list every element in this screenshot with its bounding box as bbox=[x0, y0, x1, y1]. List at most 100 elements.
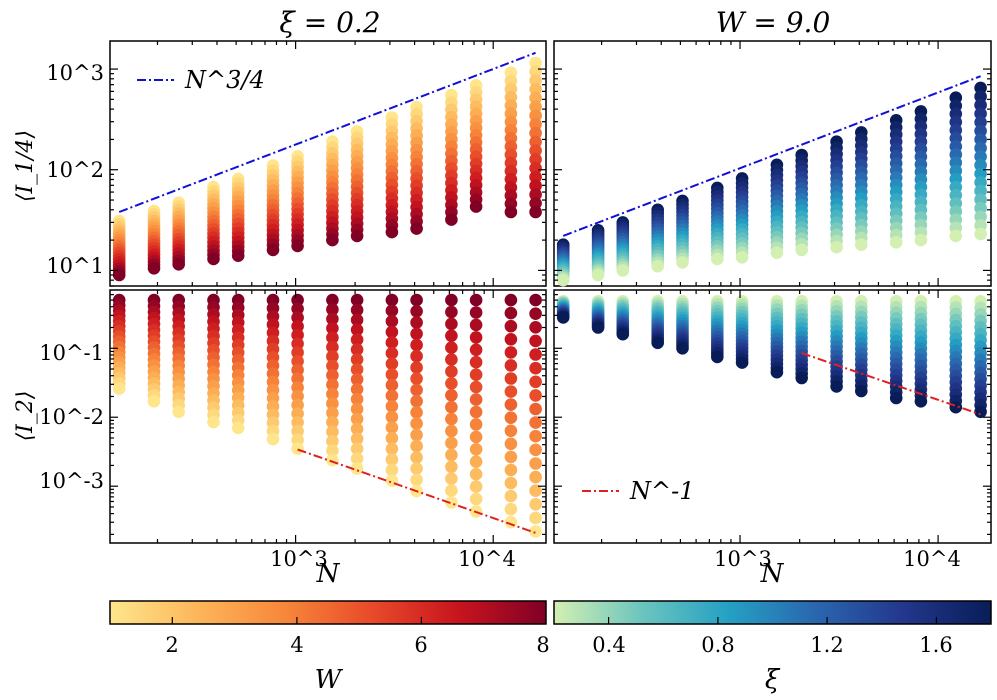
colorbar-w: 2 4 6 8 W bbox=[109, 600, 550, 695]
data-point bbox=[591, 268, 605, 282]
data-point bbox=[291, 416, 304, 429]
data-point bbox=[529, 457, 542, 470]
data-point bbox=[504, 476, 518, 490]
data-point bbox=[445, 448, 458, 462]
data-point bbox=[445, 436, 458, 450]
x-axis-label-left: N bbox=[316, 559, 341, 589]
data-point bbox=[616, 327, 630, 341]
data-point bbox=[207, 415, 220, 429]
data-point bbox=[529, 334, 542, 348]
data-point bbox=[556, 311, 570, 324]
panel-title-right: W = 9.0 bbox=[716, 6, 831, 39]
colorbar-w-tick-4: 4 bbox=[290, 633, 303, 657]
data-point bbox=[410, 372, 423, 386]
data-point bbox=[469, 393, 483, 406]
data-point bbox=[291, 337, 304, 351]
colorbar-w-tick-2: 2 bbox=[165, 633, 178, 657]
data-point bbox=[795, 371, 808, 385]
data-point bbox=[469, 380, 483, 394]
data-point bbox=[830, 240, 843, 254]
data-point bbox=[469, 306, 483, 319]
data-point bbox=[326, 369, 339, 382]
data-point bbox=[889, 236, 903, 249]
colorbar-xi-tick-0.4: 0.4 bbox=[592, 633, 625, 657]
data-point bbox=[529, 179, 542, 192]
data-point bbox=[410, 439, 423, 453]
data-point bbox=[529, 170, 542, 184]
data-point bbox=[291, 355, 304, 368]
y-tick-label-bottom-1: 10^-3 bbox=[39, 469, 104, 493]
data-point bbox=[350, 412, 364, 426]
data-point bbox=[445, 341, 458, 355]
data-point bbox=[326, 434, 339, 448]
data-point bbox=[410, 462, 423, 475]
data-point bbox=[291, 302, 304, 316]
y-tick-label-top-2: 10^2 bbox=[46, 158, 104, 182]
colorbar-xi-tick-1.6: 1.6 bbox=[919, 633, 952, 657]
data-point bbox=[231, 249, 245, 262]
data-point bbox=[445, 484, 458, 497]
data-point bbox=[445, 365, 458, 378]
data-point bbox=[830, 380, 843, 393]
data-point bbox=[350, 442, 364, 456]
data-point bbox=[469, 455, 483, 469]
data-point bbox=[651, 336, 664, 350]
data-point bbox=[291, 363, 304, 377]
data-point bbox=[385, 225, 399, 239]
row-label-bottom: ⟨I_2⟩ bbox=[13, 391, 38, 442]
data-point bbox=[445, 317, 458, 331]
data-point bbox=[529, 416, 542, 429]
data-point bbox=[469, 480, 483, 493]
data-point bbox=[326, 350, 339, 363]
data-point bbox=[291, 398, 304, 412]
data-point bbox=[504, 502, 518, 516]
legend-label-top: N^3/4 bbox=[184, 66, 265, 94]
data-point bbox=[350, 402, 364, 416]
data-point bbox=[504, 333, 518, 346]
data-point bbox=[385, 325, 399, 339]
panel-bottom-left bbox=[109, 289, 547, 544]
panel-title-left: ξ = 0.2 bbox=[279, 6, 380, 39]
x-tick-label-tl: 10^3 bbox=[270, 547, 328, 571]
data-point bbox=[445, 424, 458, 438]
axis-ticks-bottom-left bbox=[110, 290, 546, 543]
data-point bbox=[711, 350, 724, 364]
colorbar-w-tick-8: 8 bbox=[536, 633, 549, 657]
colorbar-xi-label: ξ bbox=[765, 665, 781, 695]
data-point bbox=[291, 328, 304, 342]
data-point bbox=[529, 484, 542, 498]
data-point bbox=[410, 222, 423, 235]
data-point bbox=[172, 405, 185, 419]
data-point bbox=[385, 431, 399, 445]
data-point bbox=[529, 74, 542, 87]
x-tick-label-br: 10^4 bbox=[903, 547, 961, 571]
data-point bbox=[326, 406, 339, 420]
data-point bbox=[445, 472, 458, 486]
data-point bbox=[410, 361, 423, 374]
data-point bbox=[445, 329, 458, 343]
data-point bbox=[385, 453, 399, 466]
data-point bbox=[326, 293, 339, 307]
data-point bbox=[350, 323, 364, 337]
data-point bbox=[410, 316, 423, 329]
data-point bbox=[504, 398, 518, 411]
data-point bbox=[326, 416, 339, 429]
data-point bbox=[326, 312, 339, 326]
data-point bbox=[350, 373, 364, 386]
data-point bbox=[504, 372, 518, 385]
data-point bbox=[410, 473, 423, 487]
data-point bbox=[112, 382, 126, 395]
y-tick-label-top-3: 10^3 bbox=[46, 61, 104, 85]
axis-ticks-bottom-right bbox=[554, 290, 991, 543]
data-point bbox=[504, 205, 518, 219]
data-point bbox=[410, 338, 423, 352]
data-point bbox=[469, 467, 483, 481]
data-point bbox=[949, 229, 963, 243]
data-point bbox=[291, 311, 304, 324]
x-axis-label-right: N bbox=[760, 559, 785, 589]
data-point bbox=[529, 307, 542, 321]
data-point bbox=[385, 410, 399, 424]
data-point bbox=[350, 422, 364, 436]
data-point bbox=[350, 313, 364, 327]
data-point bbox=[529, 389, 542, 402]
